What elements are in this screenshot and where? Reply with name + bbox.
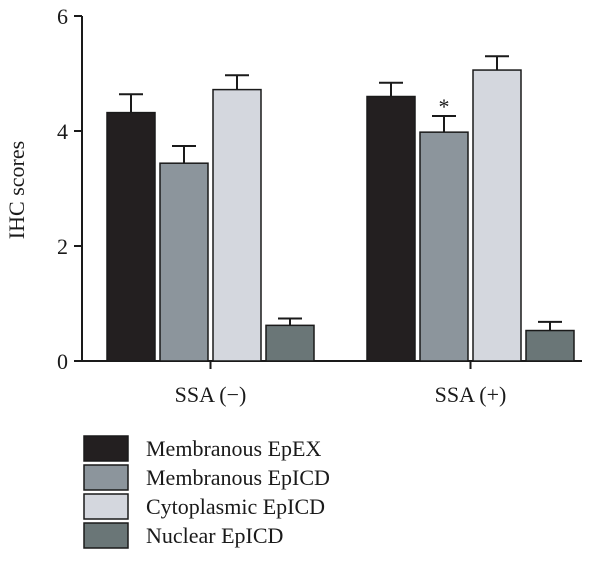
legend-label: Membranous EpEX [146, 436, 321, 461]
bars: * [106, 55, 575, 362]
bar [212, 88, 262, 362]
bar [472, 69, 522, 362]
y-tick-label: 2 [57, 234, 68, 259]
legend-entry: Cytoplasmic EpICD [83, 493, 325, 520]
significance-marker: * [439, 94, 450, 119]
bar [159, 162, 209, 362]
y-tick-label: 0 [57, 349, 68, 374]
y-tick-label: 6 [57, 4, 68, 29]
legend-label: Membranous EpICD [146, 465, 330, 490]
bar [366, 95, 416, 362]
legend-swatch [83, 464, 129, 491]
legend-swatch [83, 435, 129, 462]
legend: Membranous EpEX Membranous EpICD Cytoplasm… [83, 435, 330, 549]
bar [525, 329, 575, 362]
legend-entry: Membranous EpEX [83, 435, 321, 462]
y-axis-label: IHC scores [4, 141, 29, 239]
legend-label: Nuclear EpICD [146, 523, 283, 548]
legend-swatch [83, 493, 129, 520]
legend-label: Cytoplasmic EpICD [146, 494, 325, 519]
legend-swatch [83, 522, 129, 549]
y-tick-label: 4 [57, 119, 68, 144]
legend-entry: Nuclear EpICD [83, 522, 283, 549]
bar [419, 131, 469, 362]
legend-entry: Membranous EpICD [83, 464, 330, 491]
bar [265, 324, 315, 362]
bar [106, 111, 156, 362]
x-tick-label: SSA (+) [435, 382, 507, 407]
x-tick-label: SSA (−) [175, 382, 247, 407]
